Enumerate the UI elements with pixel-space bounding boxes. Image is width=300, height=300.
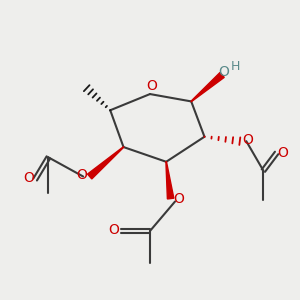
Text: O: O — [76, 168, 87, 182]
Polygon shape — [166, 162, 174, 199]
Polygon shape — [88, 147, 124, 179]
Text: O: O — [278, 146, 289, 160]
Text: O: O — [146, 79, 157, 93]
Text: O: O — [173, 192, 184, 206]
Text: O: O — [243, 133, 254, 147]
Text: O: O — [23, 171, 34, 185]
Polygon shape — [191, 73, 224, 102]
Text: H: H — [231, 60, 240, 73]
Text: O: O — [109, 223, 119, 236]
Text: O: O — [218, 65, 229, 79]
